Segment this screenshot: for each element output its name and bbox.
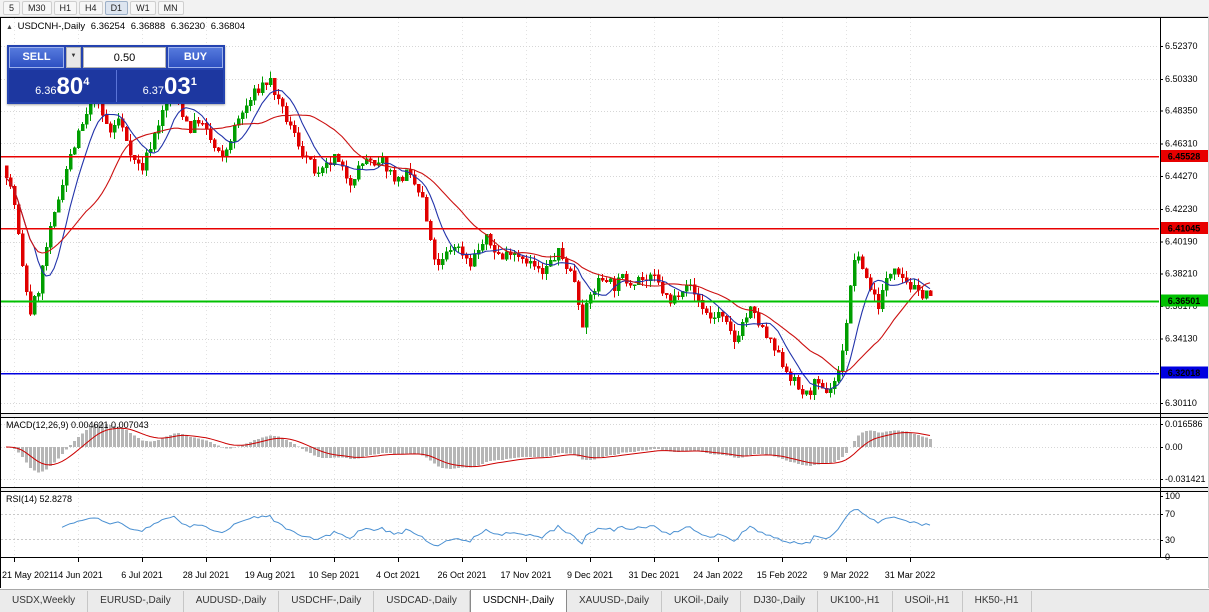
- moving-averages: [5, 89, 931, 390]
- timeframe-button-h1[interactable]: H1: [53, 1, 78, 15]
- svg-text:6.42230: 6.42230: [1165, 204, 1198, 214]
- svg-text:6.45528: 6.45528: [1168, 151, 1201, 161]
- rsi-grid: [1, 514, 1159, 540]
- svg-text:26 Oct 2021: 26 Oct 2021: [437, 570, 486, 580]
- svg-text:6.36501: 6.36501: [1168, 296, 1201, 306]
- svg-text:6.48350: 6.48350: [1165, 106, 1198, 116]
- rsi-indicator-label: RSI(14) 52.8278: [6, 494, 73, 504]
- svg-text:31 Dec 2021: 31 Dec 2021: [628, 570, 679, 580]
- tab-usoil-h1[interactable]: USOil-,H1: [892, 591, 963, 612]
- svg-text:6.50330: 6.50330: [1165, 74, 1198, 84]
- svg-text:6.41045: 6.41045: [1168, 223, 1201, 233]
- svg-text:6.46310: 6.46310: [1165, 138, 1198, 148]
- svg-text:9 Mar 2022: 9 Mar 2022: [823, 570, 869, 580]
- svg-text:6 Jul 2021: 6 Jul 2021: [121, 570, 163, 580]
- svg-text:15 Feb 2022: 15 Feb 2022: [757, 570, 808, 580]
- svg-text:30: 30: [1165, 535, 1175, 545]
- rsi-line: [61, 508, 931, 547]
- svg-text:21 May 2021: 21 May 2021: [2, 570, 54, 580]
- tab-dj30-daily[interactable]: DJ30-,Daily: [741, 591, 819, 612]
- one-click-trading-panel: SELL ▼ BUY 6.36804 6.37031: [7, 45, 225, 104]
- svg-text:6.30110: 6.30110: [1165, 398, 1197, 408]
- buy-price-point-digit: 1: [190, 76, 197, 88]
- timeframe-button-mn[interactable]: MN: [157, 1, 184, 15]
- svg-text:31 Mar 2022: 31 Mar 2022: [885, 570, 936, 580]
- svg-text:14 Jun 2021: 14 Jun 2021: [53, 570, 103, 580]
- svg-text:6.32018: 6.32018: [1168, 368, 1201, 378]
- svg-text:19 Aug 2021: 19 Aug 2021: [245, 570, 296, 580]
- ohlc-close: 6.36804: [210, 21, 246, 32]
- sell-price-display[interactable]: 6.36804: [9, 70, 116, 102]
- buy-price-big-digits: 03: [164, 73, 191, 100]
- rsi-axis: 100 70 30 0: [1160, 491, 1180, 562]
- sell-button[interactable]: SELL: [9, 47, 64, 68]
- svg-text:24 Jan 2022: 24 Jan 2022: [693, 570, 743, 580]
- macd-indicator-label: MACD(12,26,9) 0.004621 0.007043: [6, 420, 149, 430]
- price-level-lines: [1, 155, 1159, 375]
- timeframe-button-w1[interactable]: W1: [130, 1, 156, 15]
- svg-text:6.38210: 6.38210: [1165, 268, 1198, 278]
- chart-canvas[interactable]: 6.52370 6.50330 6.48350 6.46310 6.44270 6.422…: [0, 17, 1209, 589]
- candles: [4, 71, 933, 401]
- macd-signal-line: [5, 427, 931, 468]
- ohlc-high: 6.36888: [130, 21, 166, 32]
- sell-price-big-digits: 80: [56, 73, 84, 100]
- svg-text:0.00: 0.00: [1165, 442, 1183, 452]
- tab-usdchf-daily[interactable]: USDCHF-,Daily: [279, 591, 375, 612]
- timeframe-button-m30[interactable]: M30: [22, 1, 52, 15]
- buy-price-display[interactable]: 6.37031: [115, 70, 224, 102]
- sell-price-point-digit: 4: [83, 76, 90, 88]
- svg-text:6.44270: 6.44270: [1165, 171, 1198, 181]
- svg-text:100: 100: [1165, 491, 1180, 501]
- svg-text:0.016586: 0.016586: [1165, 419, 1203, 429]
- svg-text:4 Oct 2021: 4 Oct 2021: [376, 570, 420, 580]
- volume-spinner-icon[interactable]: ▼: [66, 47, 81, 68]
- svg-text:6.34130: 6.34130: [1165, 334, 1198, 344]
- tab-hk50-h1[interactable]: HK50-,H1: [962, 591, 1032, 612]
- timeframe-button-d1[interactable]: D1: [104, 1, 129, 15]
- tab-uk100-h1[interactable]: UK100-,H1: [818, 591, 893, 612]
- buy-price-prefix: 6.37: [142, 85, 165, 97]
- level-price-badges: 6.45528 6.41045 6.36501 6.32018: [1161, 149, 1208, 379]
- date-axis: 21 May 2021 14 Jun 2021 6 Jul 2021 28 Jul 2…: [2, 558, 935, 580]
- macd-axis: 0.016586 0.00 -0.031421: [1160, 419, 1206, 484]
- symbol-direction-icon: ▲: [6, 24, 13, 31]
- svg-text:70: 70: [1165, 509, 1175, 519]
- volume-input[interactable]: [83, 47, 166, 68]
- ohlc-open: 6.36254: [90, 21, 126, 32]
- tab-usdcnh-daily[interactable]: USDCNH-,Daily: [469, 590, 567, 612]
- svg-text:28 Jul 2021: 28 Jul 2021: [183, 570, 230, 580]
- chart-tabs-bar: USDX,Weekly EURUSD-,Daily AUDUSD-,Daily USD…: [0, 589, 1209, 612]
- tab-usdx-weekly[interactable]: USDX,Weekly: [0, 591, 89, 612]
- timeframe-button-h4[interactable]: H4: [79, 1, 103, 15]
- svg-text:6.40190: 6.40190: [1165, 237, 1198, 247]
- svg-text:10 Sep 2021: 10 Sep 2021: [308, 570, 359, 580]
- svg-text:-0.031421: -0.031421: [1165, 474, 1206, 484]
- svg-text:9 Dec 2021: 9 Dec 2021: [567, 570, 613, 580]
- macd-histogram: [9, 423, 932, 473]
- svg-text:17 Nov 2021: 17 Nov 2021: [500, 570, 551, 580]
- pane-borders: [0, 17, 1209, 588]
- ohlc-low: 6.36230: [170, 21, 206, 32]
- svg-text:6.52370: 6.52370: [1165, 41, 1198, 51]
- tab-audusd-daily[interactable]: AUDUSD-,Daily: [183, 591, 280, 612]
- tab-eurusd-daily[interactable]: EURUSD-,Daily: [88, 591, 184, 612]
- timeframe-button-5[interactable]: 5: [3, 1, 21, 15]
- sell-price-prefix: 6.36: [35, 85, 57, 97]
- chart-symbol-period: USDCNH-,Daily: [17, 21, 86, 32]
- tab-usdcad-daily[interactable]: USDCAD-,Daily: [374, 591, 470, 612]
- tab-xauusd-daily[interactable]: XAUUSD-,Daily: [566, 591, 662, 612]
- chart-title: ▲ USDCNH-,Daily 6.36254 6.36888 6.36230 …: [6, 21, 248, 32]
- buy-button[interactable]: BUY: [168, 47, 223, 68]
- tab-ukoil-daily[interactable]: UKOil-,Daily: [662, 591, 742, 612]
- timeframe-toolbar: 5 M30 H1 H4 D1 W1 MN: [0, 0, 1209, 17]
- svg-text:0: 0: [1165, 552, 1170, 562]
